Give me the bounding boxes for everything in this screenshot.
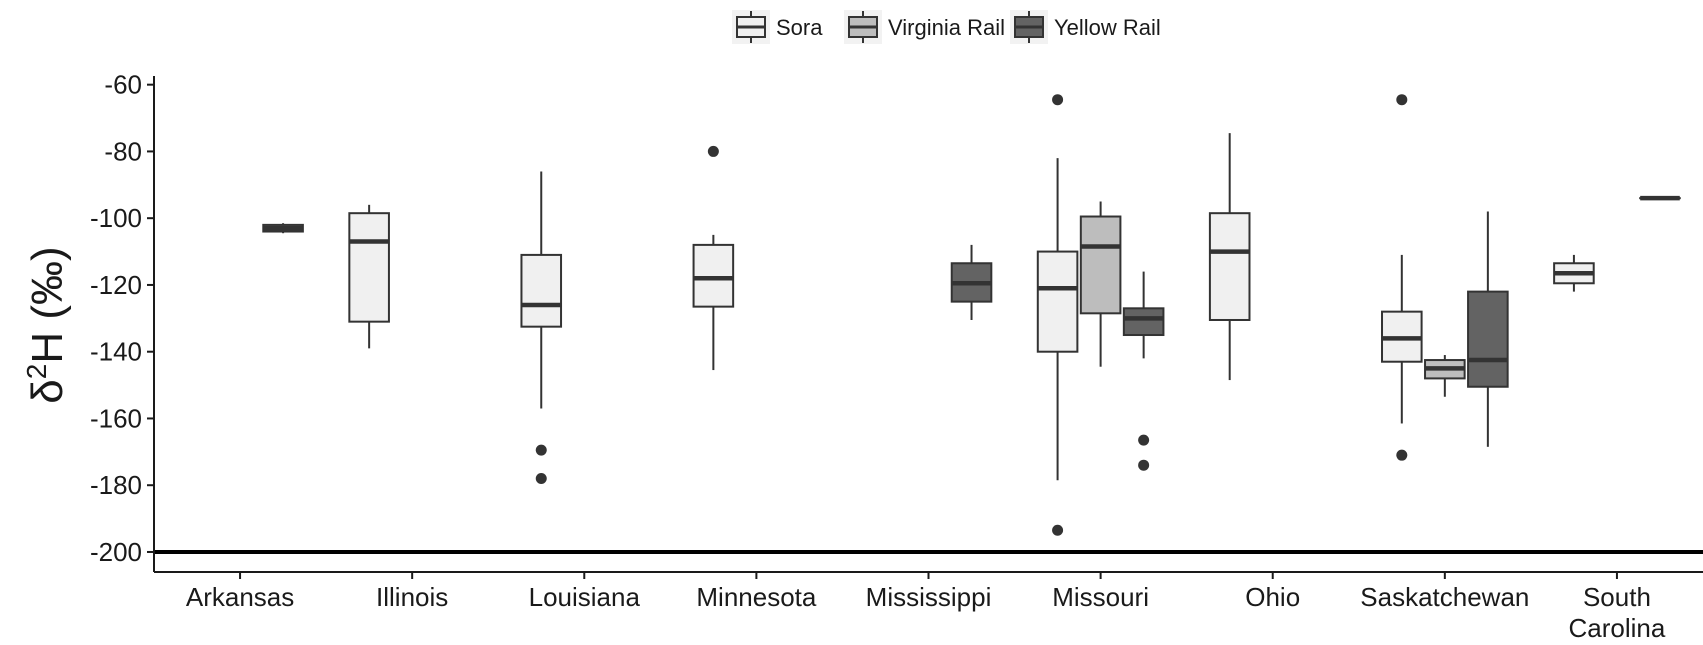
- legend-label: Virginia Rail: [888, 15, 1005, 40]
- box-iqr: [692, 243, 735, 308]
- y-axis-title-superscript: 2: [21, 364, 52, 380]
- y-tick-label: -60: [104, 70, 142, 100]
- outlier-point: [1138, 459, 1150, 471]
- plot-area: [154, 94, 1703, 554]
- box-iqr: [348, 212, 390, 323]
- box-iqr: [1208, 212, 1251, 321]
- x-tick-label: South: [1583, 582, 1651, 612]
- series-sora: [348, 94, 1595, 536]
- outlier-point: [1396, 94, 1408, 106]
- outlier-point: [1396, 449, 1408, 461]
- box-virginia-rail-saskatchewan: [1424, 355, 1466, 397]
- legend-item-yellow-rail: Yellow Rail: [1010, 10, 1161, 44]
- box-yellow-rail-arkansas: [262, 223, 304, 234]
- y-tick-label: -140: [90, 337, 142, 367]
- y-tick-label: -120: [90, 270, 142, 300]
- legend-item-sora: Sora: [732, 10, 823, 44]
- x-tick-label: Saskatchewan: [1360, 582, 1529, 612]
- box-iqr: [520, 253, 563, 328]
- legend-label: Yellow Rail: [1054, 15, 1161, 40]
- y-tick-label: -160: [90, 403, 142, 433]
- x-tick-label: Missouri: [1052, 582, 1149, 612]
- legend-item-virginia-rail: Virginia Rail: [844, 10, 1005, 44]
- box-iqr: [1036, 250, 1079, 353]
- y-axis-title-group: δ2H (‰): [21, 246, 72, 403]
- y-tick-label: -100: [90, 203, 142, 233]
- y-tick-label: -180: [90, 470, 142, 500]
- box-sora-missouri: [1036, 94, 1079, 536]
- box-iqr: [1122, 307, 1165, 337]
- y-tick-label: -80: [104, 136, 142, 166]
- outlier-point: [1052, 524, 1064, 536]
- y-axis-title: δ2H (‰): [21, 246, 72, 403]
- series-yellow-rail: [262, 195, 1681, 471]
- y-tick-label: -200: [90, 537, 142, 567]
- x-tick-label: Carolina: [1569, 613, 1666, 643]
- box-virginia-rail-missouri: [1079, 201, 1122, 367]
- outlier-point: [1138, 434, 1150, 446]
- outlier-point: [535, 444, 547, 456]
- axes: -60 -80 -100 -120 -140 -160 -180 -200 Arkansas Il…: [90, 70, 1703, 643]
- box-iqr: [1467, 290, 1509, 388]
- x-tick-label: Illinois: [376, 582, 448, 612]
- box-sora-illinois: [348, 204, 390, 349]
- x-tick-label: Ohio: [1245, 582, 1300, 612]
- legend-label: Sora: [776, 15, 823, 40]
- box-yellow-rail-missouri: [1122, 271, 1165, 471]
- box-yellow-rail-mississippi: [950, 244, 993, 320]
- x-tick-label: Arkansas: [186, 582, 294, 612]
- box-sora-louisiana: [520, 171, 563, 485]
- box-sora-minnesota: [692, 145, 735, 371]
- legend: Sora Virginia Rail Yellow Rail: [732, 10, 1161, 44]
- x-tick-label: Mississippi: [866, 582, 992, 612]
- y-axis-title-base: δ: [23, 379, 72, 404]
- box-sora-saskatchewan: [1381, 94, 1423, 461]
- box-sora-ohio: [1208, 133, 1251, 381]
- x-tick-label: Louisiana: [529, 582, 641, 612]
- outlier-point: [535, 473, 547, 485]
- y-axis-title-rest: H (‰): [23, 246, 72, 363]
- box-sora-south-carolina: [1553, 254, 1595, 292]
- outlier-point: [707, 145, 719, 157]
- box-iqr: [1079, 215, 1122, 315]
- outlier-point: [1052, 94, 1064, 106]
- x-tick-label: Minnesota: [696, 582, 816, 612]
- box-yellow-rail-saskatchewan: [1467, 211, 1509, 447]
- series-virginia-rail: [1079, 201, 1466, 397]
